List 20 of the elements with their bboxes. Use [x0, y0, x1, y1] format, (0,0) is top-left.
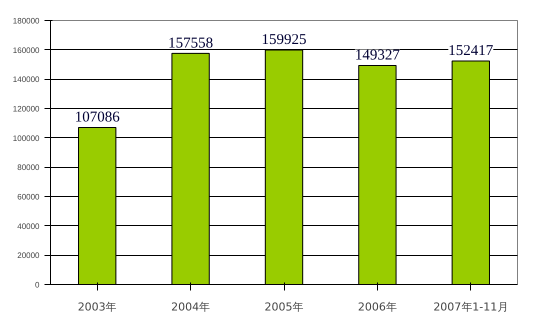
y-tick-label: 140000: [12, 75, 40, 84]
y-tick-label: 60000: [17, 192, 40, 202]
y-tick-label: 20000: [17, 251, 40, 260]
data-label: 152417: [448, 42, 494, 59]
y-tick-label: 40000: [17, 222, 40, 231]
y-tick-label: 120000: [12, 104, 40, 114]
y-tick-label: 0: [35, 280, 40, 290]
x-tick-label: 2005年: [264, 300, 304, 314]
y-tick-label: 180000: [12, 16, 40, 26]
x-tick-label: 2004年: [171, 300, 210, 314]
data-label: 107086: [74, 109, 120, 126]
x-tick-label: 2003年: [78, 300, 117, 314]
data-label: 149327: [354, 47, 400, 64]
y-tick-label: 160000: [12, 46, 40, 55]
x-tick-label: 2006年: [358, 300, 397, 314]
data-label: 157558: [168, 35, 214, 52]
y-tick-label: 100000: [12, 134, 40, 143]
y-tick-label: 80000: [17, 163, 40, 172]
data-label: 159925: [262, 32, 306, 48]
x-tick-label: 2007年1-11月: [433, 300, 508, 314]
